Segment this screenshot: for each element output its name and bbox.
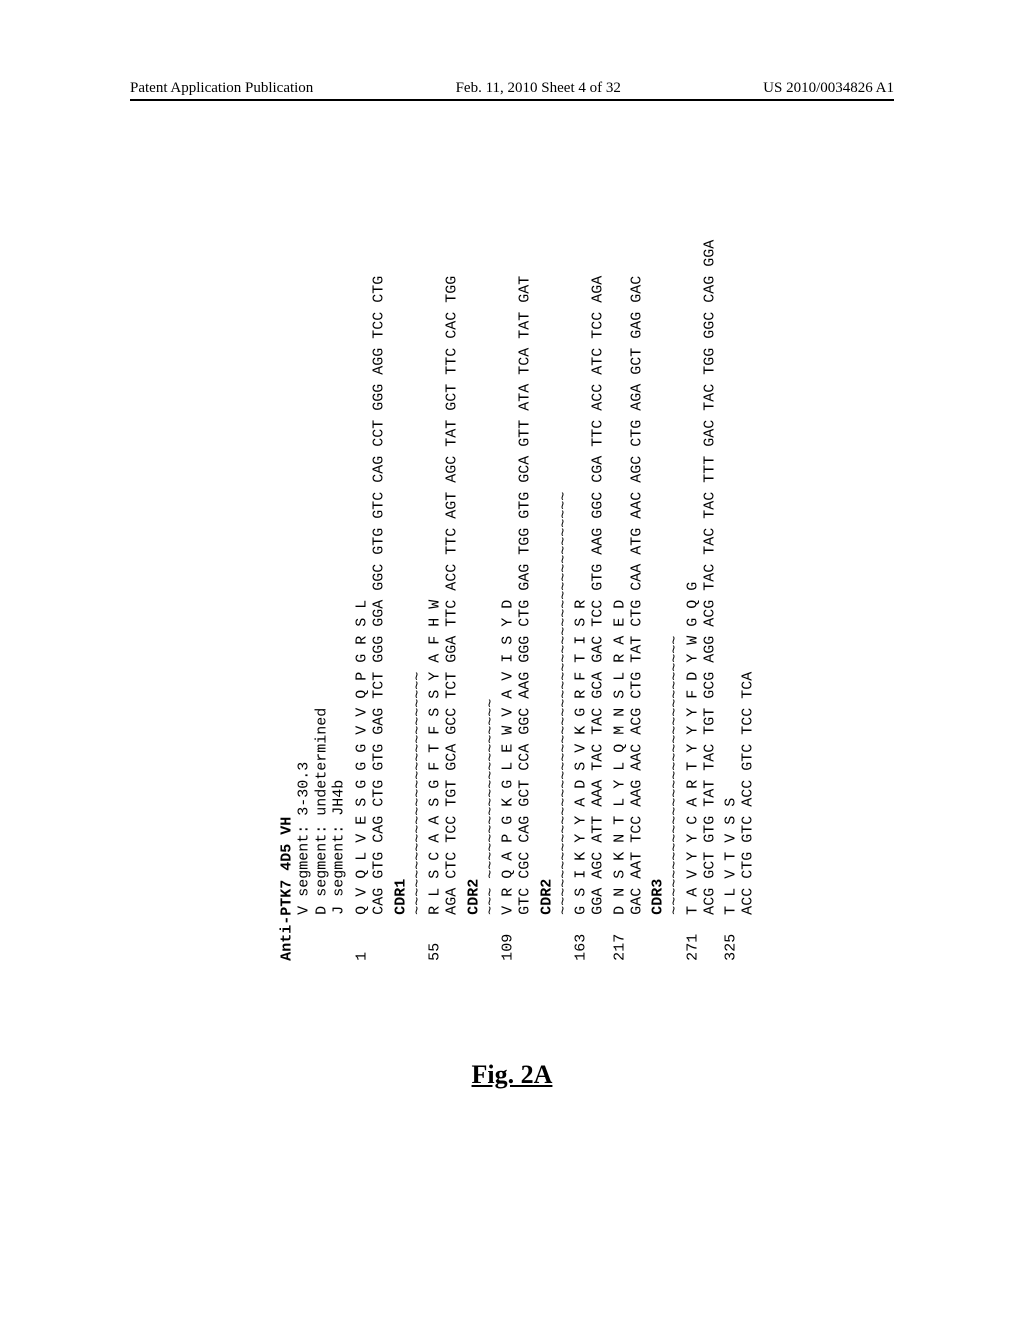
segment-line-v: V segment: 3-30.3 (296, 239, 313, 960)
nt-line: GGA AGC ATT AAA TAC TAC GCA GAC TCC GTG … (590, 275, 607, 914)
seq-position: 163 (573, 915, 590, 961)
aa-line: T A V Y Y C A R T Y Y Y F D Y W G Q G (684, 582, 701, 915)
cdr2-label: CDR2 (465, 879, 482, 915)
cdr1-label: CDR1 (392, 879, 409, 915)
seq-block: CDR1 ~~~~~~~~~~~~~~~~~~~~~~~~~~~ 55 R L … (392, 239, 461, 960)
seq-position: 217 (611, 915, 628, 961)
segment-line-j: J segment: JH4b (331, 239, 348, 960)
cdr3-label: CDR3 (650, 879, 667, 915)
aa-line: V R Q A P G K G L E W V A V I S Y D (500, 600, 517, 915)
tilde-line: ~~~~~~~~~~~~~~~~~~~~~~~~~~~ (410, 672, 427, 915)
sequence-figure: Anti-PTK7 4D5 VH V segment: 3-30.3 D seg… (279, 239, 762, 960)
nt-line: AGA CTC TCC TGT GCA GCC TCT GGA TTC ACC … (444, 275, 461, 914)
header-right: US 2010/0034826 A1 (763, 80, 894, 97)
aa-line: D N S K N T L Y L Q M N S L R A E D (611, 600, 628, 915)
seq-block: 325 T L V T V S S ACC CTG GTC ACC GTC TC… (723, 239, 758, 960)
tilde-line: ~~~ ~~~~~~~~~~~~~~~~~~~~ (483, 699, 500, 915)
nt-line: ACC CTG GTC ACC GTC TCC TCA (740, 672, 757, 915)
seq-block: CDR2 ~~~~~~~~~~~~~~~~~~~~~~~~~~~~~~~~~~~… (538, 239, 607, 960)
aa-line: R L S C A A S G F T F S S Y A F H W (427, 600, 444, 915)
segment-line-d: D segment: undetermined (313, 239, 330, 960)
seq-position: 325 (723, 915, 740, 961)
header-left: Patent Application Publication (130, 80, 313, 97)
aa-line: T L V T V S S (723, 798, 740, 915)
patent-page-header: Patent Application Publication Feb. 11, … (130, 80, 894, 101)
sequence-figure-container: Anti-PTK7 4D5 VH V segment: 3-30.3 D seg… (90, 190, 950, 1010)
aa-line: Q V Q L V E S G G G V V Q P G R S L (354, 600, 371, 915)
cdr2-cont-label: CDR2 (538, 879, 555, 915)
sequence-title: Anti-PTK7 4D5 VH (279, 239, 296, 960)
nt-line: CAG GTG CAG CTG GTG GAG TCT GGG GGA GGC … (371, 275, 388, 914)
tilde-line: ~~~~~~~~~~~~~~~~~~~~~~~~~~~~~~~~~~~~~~~~… (556, 491, 573, 914)
seq-block: 1 Q V Q L V E S G G G V V Q P G R S L CA… (354, 239, 389, 960)
tilde-line: ~~~~~~~~~~~~~~~~~~~~~~~~~~~~~~~ (667, 636, 684, 915)
seq-position: 109 (500, 915, 517, 961)
aa-line: G S I K Y Y A D S V K G R F T I S R (573, 600, 590, 915)
seq-position: 271 (684, 915, 701, 961)
nt-line: ACG GCT GTG TAT TAC TGT GCG AGG ACG TAC … (702, 239, 719, 914)
nt-line: GTC CGC CAG GCT CCA GGC AAG GGG CTG GAG … (517, 275, 534, 914)
header-middle: Feb. 11, 2010 Sheet 4 of 32 (456, 80, 621, 97)
nt-line: GAC AAT TCC AAG AAC ACG CTG TAT CTG CAA … (629, 275, 646, 914)
seq-block: CDR3 ~~~~~~~~~~~~~~~~~~~~~~~~~~~~~~~ 271… (650, 239, 719, 960)
seq-block: 217 D N S K N T L Y L Q M N S L R A E D … (611, 239, 646, 960)
seq-block: CDR2 ~~~ ~~~~~~~~~~~~~~~~~~~~ 109 V R Q … (465, 239, 534, 960)
figure-caption: Fig. 2A (0, 1060, 1024, 1090)
seq-position: 55 (427, 915, 444, 961)
seq-position: 1 (354, 915, 371, 961)
